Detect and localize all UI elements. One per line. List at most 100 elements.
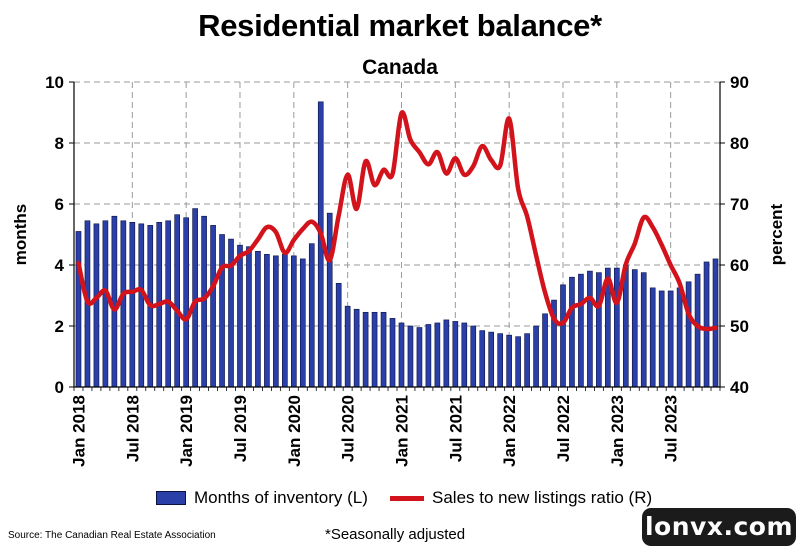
bar: [479, 330, 486, 388]
bar: [434, 322, 441, 388]
bar: [425, 324, 432, 388]
source-note: Source: The Canadian Real Estate Associa…: [8, 530, 216, 541]
y-left-tick-label: 2: [55, 317, 64, 336]
y-left-tick-label: 4: [55, 256, 65, 275]
bar: [219, 234, 225, 388]
y-left-tick-label: 6: [55, 195, 64, 214]
bar: [596, 272, 602, 388]
bar: [703, 261, 710, 388]
brand-watermark: lonvx.com: [642, 508, 796, 546]
bar: [192, 208, 198, 388]
bar: [183, 217, 189, 388]
y-right-tick-label: 60: [730, 256, 749, 275]
y-left-tick-label: 8: [55, 134, 64, 153]
bar: [282, 254, 288, 388]
bar: [389, 318, 396, 388]
chart-title: Residential market balance*: [198, 8, 602, 43]
bar: [210, 225, 216, 388]
bar: [614, 267, 620, 388]
bar: [443, 319, 450, 388]
y-right-tick-label: 50: [730, 317, 749, 336]
x-tick-label: Jul 2023: [662, 395, 681, 462]
x-tick-label: Jul 2018: [123, 395, 142, 462]
y-right-tick-label: 90: [730, 73, 749, 92]
x-tick-label: Jul 2020: [339, 395, 358, 462]
legend-item-ratio: Sales to new listings ratio (R): [390, 488, 652, 508]
y-left-tick-label: 10: [45, 73, 64, 92]
y-left-axis-label: months: [11, 204, 30, 265]
y-left-tick-label: 0: [55, 378, 64, 397]
bar: [398, 322, 405, 388]
bar: [533, 325, 539, 388]
y-right-tick-label: 70: [730, 195, 749, 214]
bar: [542, 313, 548, 388]
bar: [461, 322, 468, 388]
bar: [712, 258, 719, 388]
x-tick-label: Jan 2021: [392, 395, 411, 467]
y-right-axis-label: percent: [767, 203, 786, 265]
bar: [560, 284, 566, 388]
bar: [174, 214, 180, 388]
bar: [120, 220, 127, 388]
bar: [515, 336, 521, 388]
bar: [138, 223, 145, 388]
x-tick-label: Jan 2019: [177, 395, 196, 467]
bar: [102, 220, 109, 388]
bar: [111, 215, 118, 388]
y-right-tick-label: 40: [730, 378, 749, 397]
bar: [631, 269, 638, 388]
bar: [129, 222, 136, 388]
y-right-tick-label: 80: [730, 134, 749, 153]
bar: [416, 327, 423, 388]
bar: [506, 334, 512, 388]
legend-swatch-bar: [156, 491, 186, 505]
x-tick-label: Jan 2023: [608, 395, 627, 467]
x-tick-label: Jul 2019: [231, 395, 250, 462]
bar: [335, 282, 342, 388]
bar: [587, 270, 593, 388]
bar: [640, 272, 647, 388]
legend-swatch-line: [390, 495, 424, 501]
chart-subtitle: Canada: [362, 56, 438, 79]
bar: [308, 243, 315, 388]
legend-label-inventory: Months of inventory (L): [194, 488, 368, 507]
bar: [488, 331, 495, 388]
bar: [380, 311, 387, 388]
x-tick-label: Jan 2018: [69, 395, 88, 467]
bar: [344, 305, 351, 388]
bar: [497, 333, 503, 388]
bar: [578, 273, 584, 388]
bar: [291, 255, 297, 388]
bar: [658, 290, 665, 388]
bar: [273, 255, 279, 388]
legend-label-ratio: Sales to new listings ratio (R): [432, 488, 653, 507]
bar: [237, 244, 243, 388]
bar: [667, 290, 674, 388]
legend: Months of inventory (L) Sales to new lis…: [0, 488, 800, 512]
bar: [685, 281, 692, 388]
bar: [75, 231, 82, 388]
x-tick-label: Jan 2020: [285, 395, 304, 467]
bar: [93, 223, 100, 388]
bar: [246, 246, 252, 388]
bar: [569, 276, 575, 388]
bar: [371, 311, 378, 388]
bar: [353, 308, 360, 388]
bar: [255, 250, 261, 388]
x-tick-label: Jan 2022: [500, 395, 519, 467]
legend-item-inventory: Months of inventory (L): [156, 488, 368, 508]
bar: [470, 325, 477, 388]
x-tick-label: Jul 2022: [554, 395, 573, 462]
x-tick-label: Jul 2021: [446, 395, 465, 462]
bar: [299, 258, 306, 388]
bar: [676, 287, 683, 388]
bar: [407, 325, 414, 388]
series-line-ratio: [76, 110, 718, 332]
bar: [524, 333, 530, 388]
bar: [264, 254, 270, 388]
bar: [649, 287, 656, 388]
bar: [452, 321, 459, 388]
bar: [362, 311, 369, 388]
footnote: *Seasonally adjusted: [325, 526, 466, 543]
